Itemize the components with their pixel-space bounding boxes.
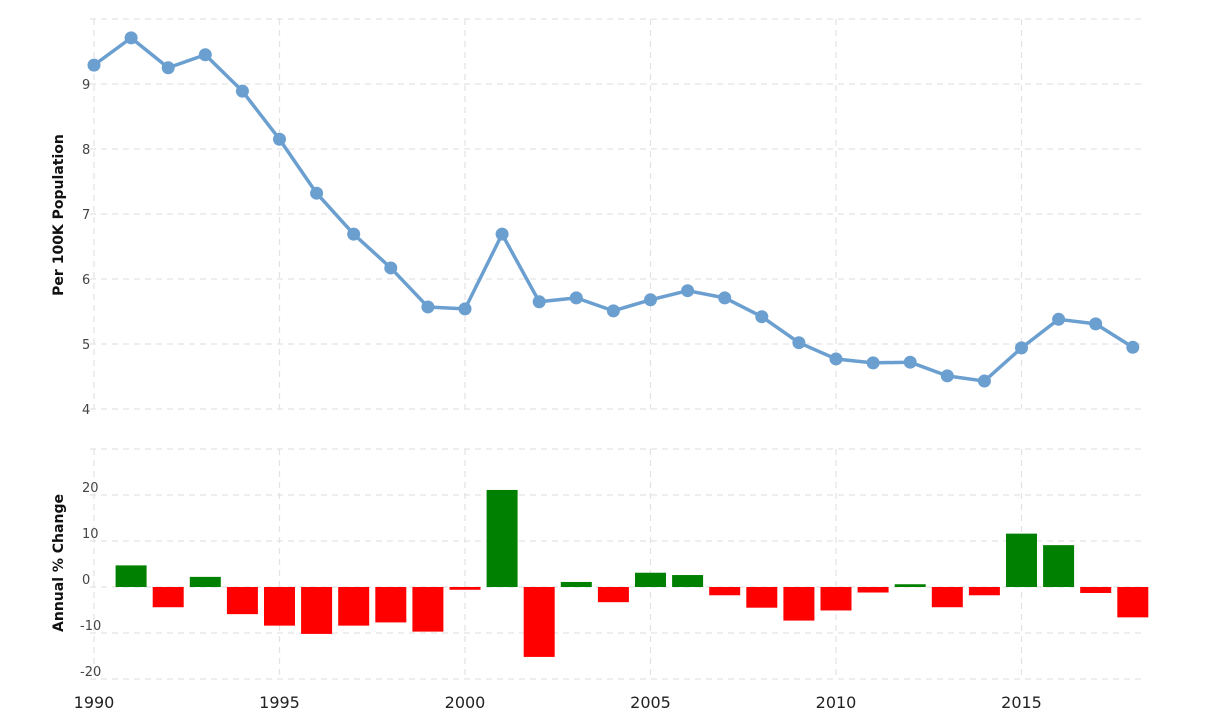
data-point-2018[interactable] <box>1126 340 1140 354</box>
x-tick-label: 1990 <box>74 693 115 712</box>
y-tick-label: 4 <box>82 403 90 418</box>
y-tick-label: 5 <box>82 338 90 353</box>
data-point-2002[interactable] <box>532 295 546 309</box>
top-chart-y-axis: 4 5 6 7 8 9 <box>82 78 90 418</box>
y-tick-label: -20 <box>80 665 101 680</box>
y-tick-label: 20 <box>82 481 99 496</box>
x-axis: 1990 1995 2000 2005 2010 2015 <box>74 693 1042 712</box>
data-point-1996[interactable] <box>310 186 324 200</box>
bar-2001 <box>486 489 518 587</box>
data-point-1992[interactable] <box>161 61 175 75</box>
bar-1996 <box>301 587 333 634</box>
bar-1994 <box>226 587 258 615</box>
data-point-1991[interactable] <box>124 31 138 45</box>
bar-2004 <box>597 587 629 603</box>
data-point-2003[interactable] <box>569 291 583 305</box>
rate-line <box>92 36 1134 383</box>
data-point-1999[interactable] <box>421 300 435 314</box>
data-point-1993[interactable] <box>198 48 212 62</box>
data-point-2017[interactable] <box>1089 317 1103 331</box>
bar-2016 <box>1043 545 1075 587</box>
x-tick-label: 2015 <box>1001 693 1042 712</box>
bottom-chart-y-axis-label: Annual % Change <box>51 494 67 632</box>
bar-2007 <box>709 587 741 596</box>
y-tick-label: 6 <box>82 273 90 288</box>
y-tick-label: 10 <box>82 527 99 542</box>
data-point-2006[interactable] <box>681 284 695 298</box>
bar-1992 <box>152 587 184 608</box>
data-point-1994[interactable] <box>235 84 249 98</box>
data-point-2010[interactable] <box>829 352 843 366</box>
top-chart-grid <box>90 18 1146 410</box>
data-point-1990[interactable] <box>87 58 101 72</box>
data-point-2013[interactable] <box>940 369 954 383</box>
bar-1999 <box>412 587 444 632</box>
bar-2006 <box>672 575 704 587</box>
bar-1998 <box>375 587 407 623</box>
y-tick-label: -10 <box>80 619 101 634</box>
data-point-2015[interactable] <box>1015 341 1028 355</box>
data-point-2014[interactable] <box>977 374 991 388</box>
data-point-2011[interactable] <box>866 356 880 370</box>
y-tick-label: 7 <box>82 208 90 223</box>
annual-change-bars <box>115 489 1149 657</box>
bar-2003 <box>560 581 592 587</box>
bar-2017 <box>1080 587 1112 593</box>
data-point-2009[interactable] <box>792 336 806 350</box>
data-point-2004[interactable] <box>606 304 620 318</box>
y-tick-label: 8 <box>82 143 90 158</box>
bar-1995 <box>264 587 295 626</box>
bar-2014 <box>968 587 1000 596</box>
data-point-2007[interactable] <box>718 291 732 305</box>
bar-2010 <box>820 587 852 611</box>
bar-2012 <box>894 584 926 587</box>
x-tick-label: 2000 <box>445 693 486 712</box>
data-point-2005[interactable] <box>644 293 657 307</box>
bar-2018 <box>1117 587 1149 618</box>
bar-2008 <box>746 587 778 608</box>
bar-1993 <box>189 576 221 587</box>
rate-line-series <box>87 31 1140 388</box>
data-point-2008[interactable] <box>755 310 769 324</box>
bar-2002 <box>523 587 555 657</box>
bar-1997 <box>338 587 370 626</box>
bar-2015 <box>1006 533 1037 587</box>
data-point-1997[interactable] <box>347 227 361 241</box>
data-point-1995[interactable] <box>273 132 286 146</box>
bar-2009 <box>783 587 815 621</box>
bar-1991 <box>115 565 147 587</box>
bar-2000 <box>449 587 481 590</box>
data-point-2012[interactable] <box>903 355 917 369</box>
bar-2013 <box>931 587 963 608</box>
bottom-chart-y-axis: -20 -10 0 10 20 <box>80 481 101 680</box>
bar-2005 <box>635 572 666 587</box>
data-point-1998[interactable] <box>384 261 398 275</box>
bottom-chart-grid <box>90 448 1146 680</box>
data-point-2016[interactable] <box>1052 312 1066 326</box>
top-chart-y-axis-label: Per 100K Population <box>51 134 67 296</box>
x-tick-label: 1995 <box>259 693 300 712</box>
y-tick-label: 0 <box>82 573 90 588</box>
bar-2011 <box>857 587 889 593</box>
x-tick-label: 2005 <box>630 693 671 712</box>
data-point-2001[interactable] <box>495 227 509 241</box>
x-tick-label: 2010 <box>816 693 857 712</box>
y-tick-label: 9 <box>82 78 90 93</box>
data-point-2000[interactable] <box>458 302 472 316</box>
